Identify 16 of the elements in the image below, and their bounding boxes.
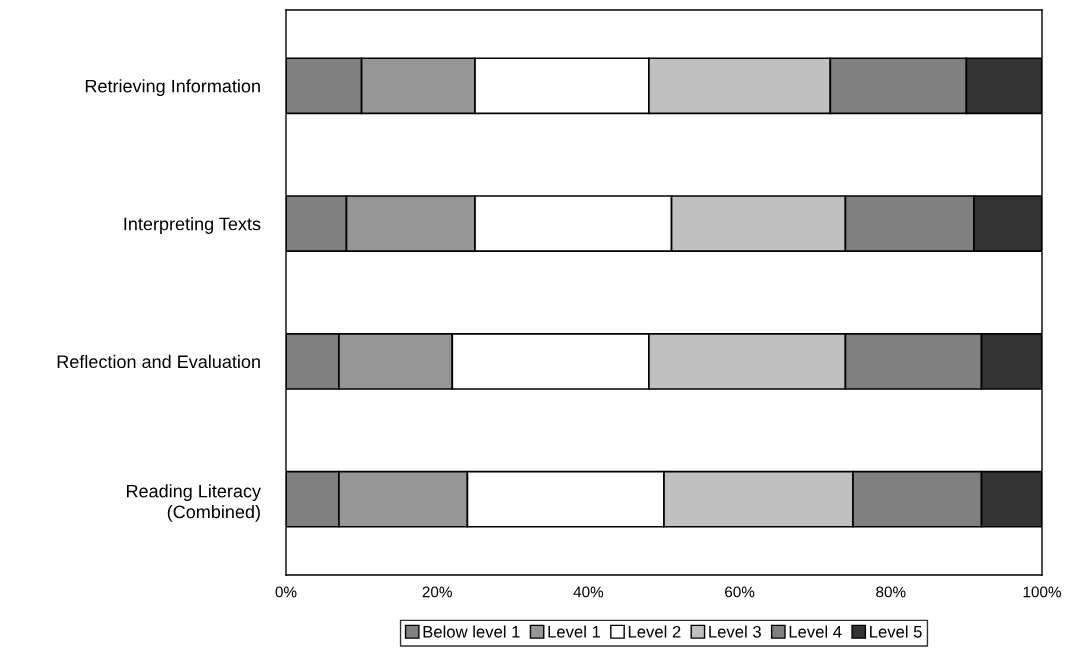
y-tick-label: Retrieving Information: [85, 79, 260, 97]
legend-label: Level 2: [628, 625, 681, 638]
legend-label: Below level 1: [423, 625, 520, 638]
legend-label: Level 5: [870, 625, 922, 638]
legend-label: Level 4: [789, 625, 842, 638]
y-tick-label: Interpreting Texts: [124, 217, 261, 234]
x-tick-label: 60%: [725, 586, 755, 598]
x-tick-label: 100%: [1023, 586, 1061, 598]
legend-label: Level 1: [548, 625, 601, 638]
x-tick-label: 0%: [275, 586, 297, 598]
x-tick-label: 20%: [422, 586, 452, 598]
x-tick-label: 80%: [876, 586, 906, 598]
y-tick-label: Reading Literacy (Combined): [126, 484, 261, 522]
x-tick-label: 40%: [573, 586, 604, 598]
y-tick-label: Reflection and Evaluation: [57, 354, 260, 369]
legend-label: Level 3: [709, 625, 761, 638]
